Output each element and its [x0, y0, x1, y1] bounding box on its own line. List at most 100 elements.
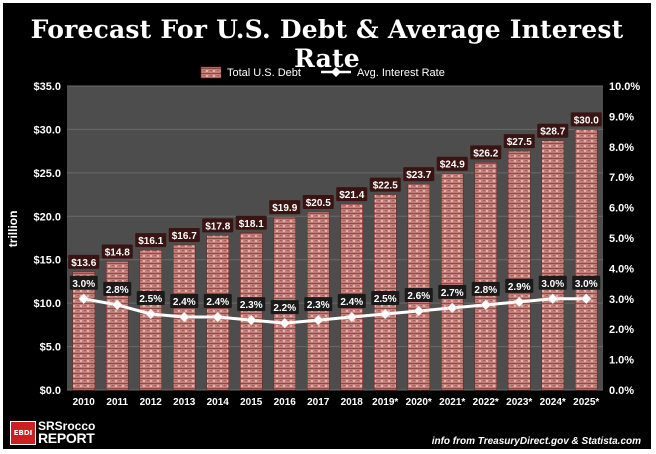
debt-label-box: [570, 112, 602, 127]
rate-value-label: 2.8%: [474, 285, 497, 296]
interest-rate-point: [312, 314, 324, 326]
debt-value-label: $20.5: [306, 198, 331, 209]
rate-value-label: 2.7%: [441, 288, 464, 299]
interest-rate-point: [78, 293, 90, 305]
rate-label-box: [103, 281, 132, 296]
chart-title: Forecast For U.S. Debt & Average Interes…: [30, 15, 624, 73]
rate-value-label: 2.2%: [273, 303, 296, 314]
debt-label-box: [101, 244, 133, 259]
y-left-tick-label: $35.0: [33, 81, 61, 93]
interest-rate-point: [413, 305, 425, 317]
debt-bar: [574, 129, 598, 391]
y-right-tick-label: 3.0%: [609, 294, 634, 306]
rate-label-box: [270, 300, 299, 315]
y-right-tick-label: 6.0%: [609, 203, 634, 215]
y-left-tick-label: $30.0: [33, 124, 61, 136]
legend-label-rate: Avg. Interest Rate: [357, 67, 445, 79]
rate-label-box: [505, 278, 534, 293]
legend-diamond-marker: [331, 67, 341, 77]
debt-value-label: $16.1: [138, 236, 163, 247]
y-right-tick-label: 2.0%: [609, 324, 634, 336]
legend-label-debt: Total U.S. Debt: [227, 67, 301, 79]
x-tick-label: 2018: [341, 397, 364, 408]
interest-rate-point: [379, 308, 391, 320]
interest-rate-point: [547, 293, 559, 305]
rate-label-box: [371, 291, 400, 305]
logo-line1: SRSrocco: [38, 419, 96, 433]
debt-label-box: [168, 227, 200, 242]
debt-value-label: $24.9: [440, 160, 465, 171]
y-left-tick-label: $15.0: [33, 255, 61, 267]
rate-value-label: 2.6%: [407, 291, 430, 302]
rate-label-box: [203, 294, 232, 309]
interest-rate-point: [480, 299, 492, 311]
y-left-tick-label: $0.0: [40, 385, 61, 397]
x-tick-label: 2023*: [506, 397, 532, 408]
y-right-tick-label: 7.0%: [609, 172, 634, 184]
debt-value-label: $17.8: [205, 221, 230, 232]
x-tick-label: 2020*: [406, 397, 432, 408]
debt-label-box: [135, 233, 167, 248]
debt-label-box: [403, 167, 435, 182]
rate-value-label: 2.3%: [307, 300, 330, 311]
rate-value-label: 2.4%: [173, 297, 196, 308]
debt-bar: [440, 173, 464, 391]
y-left-tick-label: $20.0: [33, 211, 61, 223]
debt-value-label: $18.1: [239, 219, 264, 230]
x-tick-label: 2021*: [439, 397, 465, 408]
rate-label-box: [237, 297, 266, 312]
x-tick-label: 2012: [140, 397, 163, 408]
debt-bar: [72, 271, 96, 391]
rate-value-label: 3.0%: [72, 279, 95, 290]
rate-label-box: [170, 294, 199, 309]
legend-bar-swatch: [200, 66, 222, 79]
debt-value-label: $22.5: [373, 181, 398, 192]
debt-bar: [139, 249, 163, 391]
interest-rate-line: [83, 297, 587, 325]
rate-label-box: [136, 291, 165, 305]
debt-value-label: $16.7: [172, 231, 197, 242]
y-left-tick-label: $25.0: [33, 168, 61, 180]
y-right-tick-label: 10.0%: [609, 81, 640, 93]
source-note: info from TreasuryDirect.gov & Statista.…: [431, 436, 641, 447]
chart-frame: Forecast For U.S. Debt & Average Interes…: [3, 3, 651, 449]
debt-value-label: $14.8: [105, 247, 130, 258]
debt-value-label: $26.2: [473, 148, 498, 159]
interest-rate-point: [580, 293, 592, 305]
debt-label-box: [68, 254, 100, 269]
y-left-tick-label: $5.0: [40, 342, 61, 354]
x-tick-label: 2010: [73, 397, 96, 408]
debt-label-box: [436, 156, 468, 171]
rate-value-label: 2.5%: [139, 294, 162, 305]
interest-rate-point: [178, 311, 190, 323]
x-tick-label: 2011: [106, 397, 128, 408]
debt-bar: [105, 261, 129, 391]
rate-value-label: 2.4%: [340, 297, 363, 308]
interest-rate-point: [145, 308, 157, 320]
debt-label-box: [537, 123, 569, 138]
rate-value-label: 3.0%: [575, 279, 598, 290]
x-tick-label: 2025*: [573, 397, 599, 408]
interest-rate-point: [346, 311, 358, 323]
logo-line2: REPORT: [38, 430, 95, 446]
debt-value-label: $30.0: [574, 115, 599, 126]
rate-value-label: 2.4%: [206, 297, 229, 308]
legend: Total U.S. Debt Avg. Interest Rate: [200, 66, 445, 79]
debt-value-label: $28.7: [540, 127, 565, 138]
debt-value-label: $21.4: [339, 190, 364, 201]
rate-label-box: [337, 294, 366, 309]
y-right-tick-label: 8.0%: [609, 142, 634, 154]
debt-bar: [507, 150, 531, 391]
debt-label-box: [269, 200, 301, 215]
srsrocco-logo: EBDI SRSrocco REPORT: [10, 419, 128, 446]
debt-label-box: [302, 194, 334, 209]
x-tick-label: 2014: [207, 397, 230, 408]
interest-rate-point: [279, 317, 291, 329]
interest-rate-point: [212, 311, 224, 323]
x-tick-label: 2017: [307, 397, 330, 408]
debt-value-label: $19.9: [272, 203, 297, 214]
y-right-tick-label: 1.0%: [609, 355, 634, 367]
interest-rate-point: [245, 314, 257, 326]
rate-value-label: 2.5%: [374, 294, 397, 305]
x-tick-label: 2022*: [473, 397, 499, 408]
